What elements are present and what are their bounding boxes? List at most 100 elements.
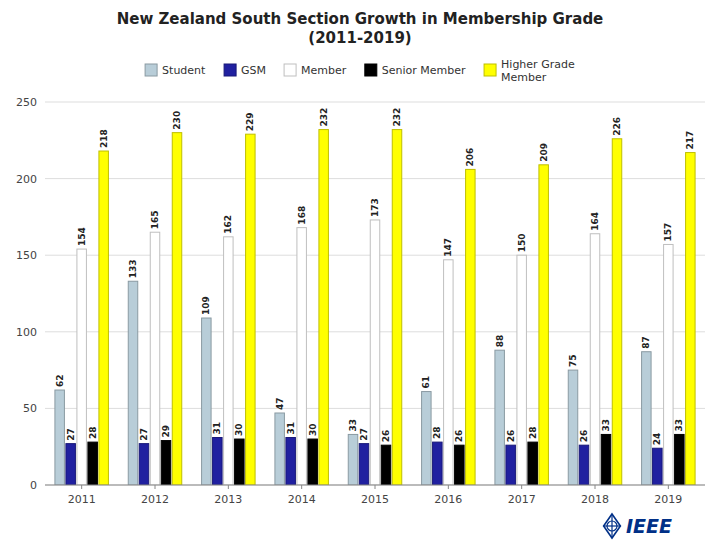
title: New Zealand South Section Growth in Memb… xyxy=(117,10,604,47)
data-label: 24 xyxy=(652,433,662,446)
grid xyxy=(45,102,705,485)
data-label: 109 xyxy=(201,296,211,315)
bar xyxy=(653,448,663,485)
data-label: 28 xyxy=(88,427,98,440)
data-label: 75 xyxy=(568,355,578,368)
bar xyxy=(128,281,138,485)
data-label: 26 xyxy=(506,430,516,443)
data-label: 230 xyxy=(172,111,182,130)
bar xyxy=(150,232,160,485)
data-label: 30 xyxy=(308,424,318,437)
data-label: 162 xyxy=(223,215,233,234)
data-label: 206 xyxy=(465,148,475,167)
data-label: 133 xyxy=(128,259,138,278)
data-label: 173 xyxy=(370,198,380,217)
legend-label: GSM xyxy=(241,64,266,77)
x-tick-label: 2014 xyxy=(288,493,316,506)
x-tick xyxy=(155,485,156,489)
x-tick-label: 2011 xyxy=(68,493,96,506)
data-label: 26 xyxy=(579,430,589,443)
x-tick-label: 2015 xyxy=(361,493,389,506)
data-label: 147 xyxy=(443,238,453,257)
bar xyxy=(579,445,589,485)
data-label: 26 xyxy=(454,430,464,443)
bar xyxy=(590,234,600,485)
data-label: 168 xyxy=(297,206,307,225)
data-label: 29 xyxy=(161,425,171,438)
bar xyxy=(66,444,76,485)
text-line: (2011-2019) xyxy=(308,29,411,47)
bar xyxy=(686,153,696,485)
bar xyxy=(161,441,171,485)
legend-label: Student xyxy=(162,64,206,77)
bar xyxy=(77,249,87,485)
bar xyxy=(139,444,149,485)
x-tick-label: 2016 xyxy=(434,493,462,506)
data-label: 232 xyxy=(319,108,329,127)
y-tick-label: 50 xyxy=(23,402,37,415)
bar xyxy=(392,130,402,485)
annotation: IEEE xyxy=(626,515,672,537)
legend-item: GSM xyxy=(224,64,266,77)
logo: IEEE xyxy=(604,514,672,538)
legend-label: Higher GradeMember xyxy=(501,58,575,84)
bar xyxy=(675,434,685,485)
legend-swatch xyxy=(365,64,377,76)
bar xyxy=(506,445,515,485)
x-tick-label: 2013 xyxy=(214,493,242,506)
bar xyxy=(664,244,674,485)
data-label: 150 xyxy=(517,233,527,252)
bar xyxy=(359,444,369,485)
x-tick xyxy=(375,485,376,489)
data-label: 47 xyxy=(275,397,285,410)
legend-label: Senior Member xyxy=(382,64,466,77)
bar xyxy=(235,439,245,485)
legend: Student GSM Member Senior Member Higher Grad… xyxy=(145,58,575,84)
text-line: Higher Grade xyxy=(501,58,575,71)
bar xyxy=(319,130,329,485)
data-label: 88 xyxy=(495,335,505,348)
x-tick-label: 2019 xyxy=(654,493,682,506)
data-label: 31 xyxy=(212,422,222,435)
data-label: 31 xyxy=(286,422,296,435)
bar xyxy=(370,220,380,485)
bar xyxy=(528,442,538,485)
series xyxy=(77,220,673,485)
bar xyxy=(495,350,505,485)
bar xyxy=(308,439,318,485)
legend-swatch xyxy=(145,64,157,76)
data-label: 33 xyxy=(348,419,358,432)
data-label: 164 xyxy=(590,212,600,231)
text-line: Member xyxy=(501,71,547,84)
data-label: 28 xyxy=(528,427,538,440)
data-label: 27 xyxy=(139,428,149,441)
y-tick-label: 200 xyxy=(16,173,37,186)
legend-swatch xyxy=(224,64,236,76)
y-tick-label: 0 xyxy=(30,479,37,492)
data-label: 27 xyxy=(359,428,369,441)
logo-diamond xyxy=(604,514,621,538)
bar xyxy=(601,434,611,485)
bar xyxy=(99,151,109,485)
data-labels: 6213310947336188758727273131272826262415… xyxy=(55,108,696,445)
data-label: 154 xyxy=(77,227,87,246)
logo-line xyxy=(604,525,621,526)
data-label: 232 xyxy=(392,108,402,127)
data-label: 87 xyxy=(641,336,651,349)
data-label: 28 xyxy=(432,427,442,440)
data-label: 157 xyxy=(663,223,673,242)
bar xyxy=(466,169,476,485)
bar xyxy=(348,434,358,485)
bar xyxy=(297,228,307,485)
bar xyxy=(381,445,391,485)
data-label: 218 xyxy=(99,129,109,148)
text-line: Member xyxy=(301,64,347,77)
bar xyxy=(275,413,285,485)
x-tick-label: 2012 xyxy=(141,493,169,506)
data-label: 61 xyxy=(421,376,431,389)
text-line: GSM xyxy=(241,64,266,77)
grid-line xyxy=(45,102,705,103)
bar xyxy=(172,133,182,485)
series xyxy=(55,281,651,485)
series xyxy=(99,130,695,485)
